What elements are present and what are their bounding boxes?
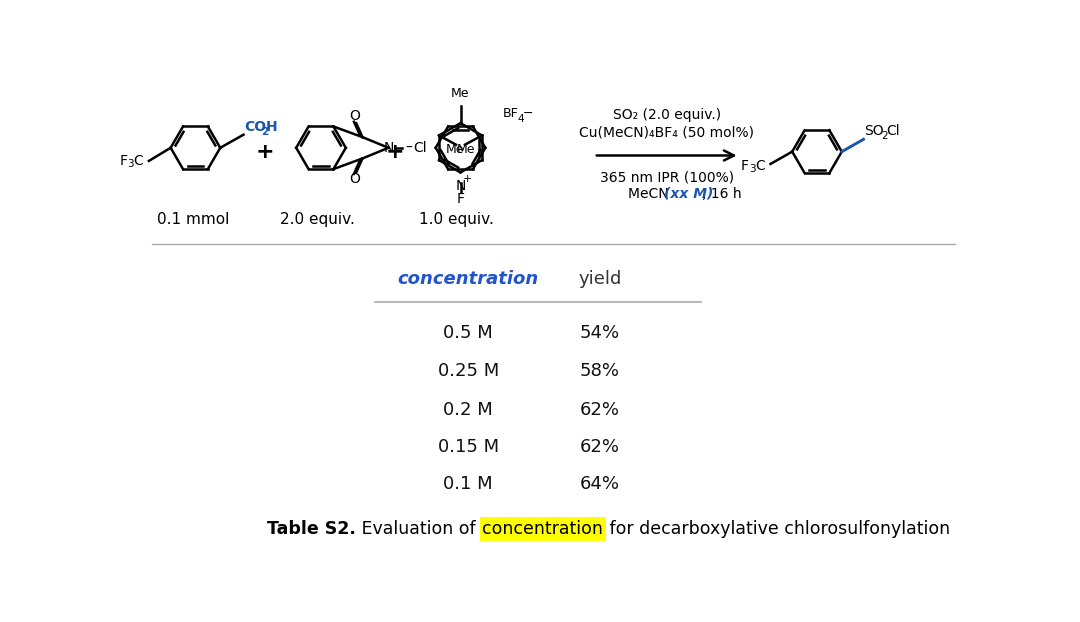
Text: +: + (386, 142, 404, 162)
Text: –: – (405, 141, 413, 155)
Text: BF: BF (503, 106, 518, 119)
Text: 3: 3 (748, 164, 755, 174)
Text: (xx M): (xx M) (664, 187, 714, 201)
Text: O: O (349, 109, 360, 123)
Text: , 16 h: , 16 h (702, 187, 741, 201)
Text: 0.5 M: 0.5 M (444, 323, 494, 341)
Text: 2.0 equiv.: 2.0 equiv. (280, 212, 354, 227)
Text: 54%: 54% (580, 323, 620, 341)
Text: 0.1 mmol: 0.1 mmol (157, 212, 229, 227)
Text: +: + (463, 174, 472, 184)
Text: 62%: 62% (580, 401, 620, 419)
Text: concentration: concentration (397, 270, 539, 288)
Text: F: F (457, 192, 464, 207)
Text: N: N (383, 141, 393, 155)
Text: N: N (456, 179, 465, 193)
Text: C: C (755, 159, 765, 172)
Text: 0.25 M: 0.25 M (437, 362, 499, 380)
Text: MeCN: MeCN (627, 187, 673, 201)
Text: SO₂ (2.0 equiv.): SO₂ (2.0 equiv.) (612, 108, 720, 123)
Text: Cu(MeCN)₄BF₄ (50 mol%): Cu(MeCN)₄BF₄ (50 mol%) (579, 126, 754, 139)
Text: 58%: 58% (580, 362, 620, 380)
Text: Cl: Cl (886, 124, 900, 138)
Text: −: − (523, 106, 534, 119)
Text: 0.1 M: 0.1 M (444, 475, 494, 493)
Text: 62%: 62% (580, 437, 620, 455)
Text: CO: CO (244, 120, 267, 134)
Text: +: + (256, 142, 274, 162)
Text: O: O (349, 172, 360, 186)
Text: Me: Me (446, 143, 464, 156)
Text: F: F (120, 154, 127, 168)
Text: 1.0 equiv.: 1.0 equiv. (419, 212, 494, 227)
Text: concentration: concentration (483, 520, 603, 538)
Text: H: H (266, 120, 278, 134)
Text: Table S2.: Table S2. (267, 520, 355, 538)
Text: Me: Me (451, 87, 470, 100)
Text: 0.2 M: 0.2 M (444, 401, 494, 419)
Text: yield: yield (578, 270, 622, 288)
Text: Cl: Cl (414, 141, 427, 155)
Text: Evaluation of: Evaluation of (356, 520, 482, 538)
Text: Me: Me (457, 143, 475, 156)
Text: 0.15 M: 0.15 M (437, 437, 499, 455)
Text: SO: SO (864, 124, 883, 138)
Text: 3: 3 (127, 159, 134, 169)
Text: 2: 2 (261, 127, 269, 137)
Text: 2: 2 (881, 131, 888, 141)
Text: F: F (741, 159, 750, 172)
Text: for decarboxylative chlorosulfonylation: for decarboxylative chlorosulfonylation (604, 520, 950, 538)
Text: 365 nm IPR (100%): 365 nm IPR (100%) (599, 170, 733, 184)
Text: 64%: 64% (580, 475, 620, 493)
Text: C: C (134, 154, 144, 168)
Text: 4: 4 (517, 114, 524, 124)
